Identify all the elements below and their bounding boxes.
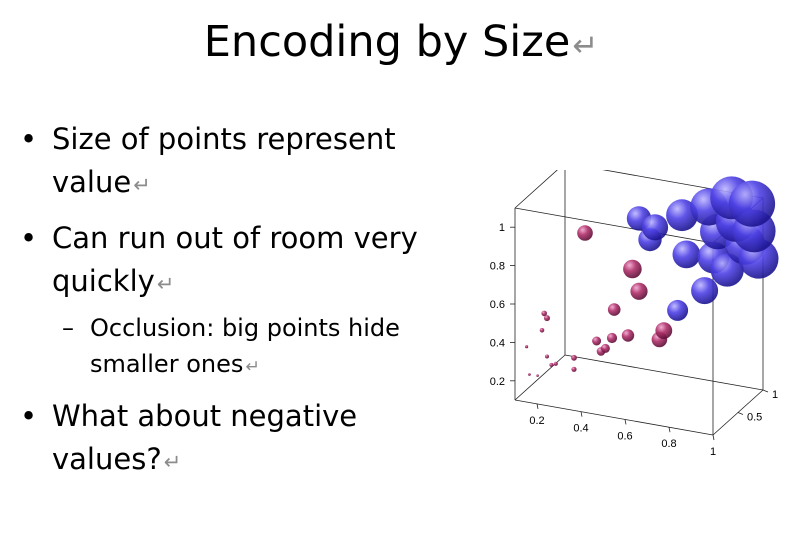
y-tick-label: 0.2 — [490, 376, 505, 388]
slide-title-text: Encoding by Size — [203, 17, 571, 67]
data-point — [553, 361, 558, 366]
box-edge — [514, 170, 558, 209]
x-tick-label: 1 — [710, 446, 716, 458]
z-tick-label: 1 — [772, 389, 778, 401]
data-point — [571, 366, 577, 372]
data-point — [667, 299, 689, 321]
data-point — [672, 240, 701, 269]
y-tick-label: 0.8 — [490, 261, 505, 273]
return-mark-icon: ↵ — [133, 173, 151, 197]
x-tick-mark — [536, 403, 539, 409]
data-point — [539, 328, 545, 333]
data-point — [641, 214, 669, 241]
data-point — [666, 199, 698, 232]
data-point — [606, 332, 618, 344]
slide-title: Encoding by Size↵ — [0, 14, 802, 74]
x-tick-label: 0.2 — [529, 415, 544, 427]
data-point — [571, 354, 577, 361]
bullet-item: • Size of points represent value↵ — [20, 118, 460, 207]
y-tick-label: 1 — [499, 222, 505, 234]
y-tick-label: 0.4 — [490, 337, 505, 349]
data-point — [655, 322, 673, 339]
chart-svg: 0.2 0.4 0.6 0.8 1 0.2 0.4 0.6 0.8 1 0.5 1 — [490, 170, 779, 458]
data-point — [544, 315, 550, 322]
z-tick-label: 0.5 — [747, 412, 762, 424]
x-tick-label: 0.4 — [573, 423, 588, 435]
data-point — [691, 277, 719, 305]
data-point — [549, 362, 554, 367]
data-point — [541, 310, 547, 317]
data-point — [728, 180, 776, 227]
tick-labels: 0.2 0.4 0.6 0.8 1 0.2 0.4 0.6 0.8 1 0.5 1 — [490, 222, 778, 458]
z-tick-mark — [762, 389, 769, 393]
data-point — [600, 343, 610, 353]
bullet-list: • Size of points represent value↵ • Can ru… — [20, 118, 460, 494]
x-tick-mark — [712, 434, 715, 441]
box-edge — [514, 207, 714, 244]
return-mark-icon: ↵ — [163, 450, 182, 474]
data-point — [536, 374, 539, 377]
data-point — [621, 329, 635, 342]
sub-bullet-item: – Occlusion: big points hide smaller ones… — [20, 310, 460, 385]
sub-bullet-text: Occlusion: big points hide smaller ones — [90, 314, 400, 378]
data-point — [630, 282, 648, 300]
data-point — [592, 336, 602, 346]
data-point — [528, 373, 531, 376]
bullet-text: Size of points represent value — [52, 122, 396, 199]
x-tick-mark — [624, 419, 627, 425]
x-tick-label: 0.6 — [617, 430, 632, 442]
bullet-text: Can run out of room very quickly — [52, 221, 418, 298]
return-mark-icon: ↵ — [572, 28, 599, 64]
x-tick-mark — [668, 427, 671, 433]
data-point — [607, 303, 621, 316]
x-tick-label: 0.8 — [661, 438, 676, 450]
box-edge — [564, 354, 764, 391]
bubble-3d-chart: 0.2 0.4 0.6 0.8 1 0.2 0.4 0.6 0.8 1 0.5 1 — [470, 170, 790, 460]
y-tick-label: 0.6 — [490, 299, 505, 311]
box-edge — [514, 354, 566, 401]
bullet-item: • Can run out of room very quickly↵ — [20, 217, 460, 306]
data-points — [525, 176, 779, 377]
data-point — [525, 345, 529, 349]
return-mark-icon: ↵ — [156, 272, 175, 296]
box-edge — [514, 399, 714, 436]
z-tick-mark — [737, 412, 744, 415]
bullet-text: What about negative values? — [52, 399, 358, 476]
x-tick-mark — [580, 411, 583, 417]
bullet-glyph: • — [20, 122, 38, 156]
data-point — [545, 354, 549, 359]
bullet-glyph: • — [20, 399, 38, 433]
return-mark-icon: ↵ — [245, 357, 260, 377]
bullet-glyph: • — [20, 221, 38, 255]
sub-bullet-glyph: – — [62, 314, 74, 342]
data-point — [577, 225, 593, 241]
data-point — [623, 259, 642, 279]
bullet-item: • What about negative values?↵ — [20, 395, 460, 484]
